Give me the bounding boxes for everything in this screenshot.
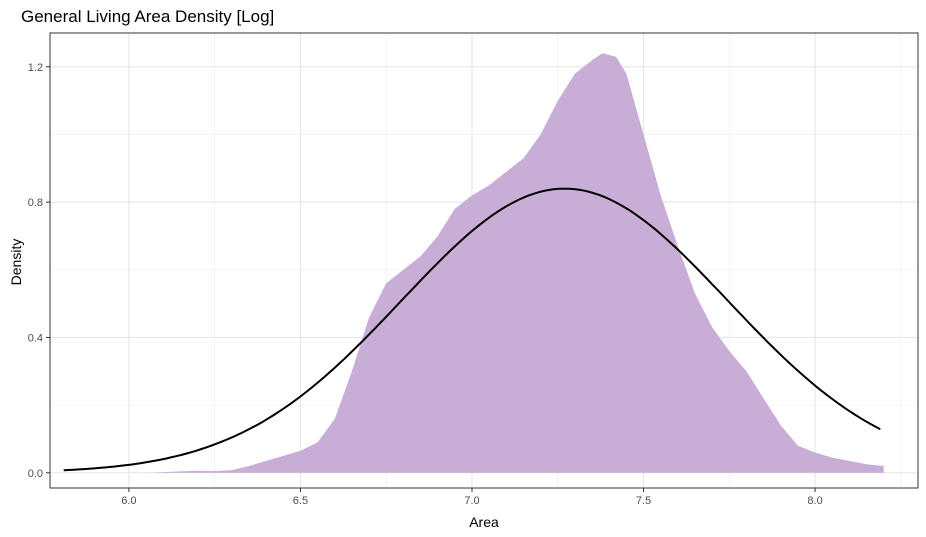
x-tick-label: 7.5 [636, 495, 651, 507]
x-tick-label: 7.0 [464, 495, 479, 507]
y-tick-label: 0.4 [28, 332, 43, 344]
y-tick-label: 1.2 [28, 62, 43, 74]
x-axis: 6.0 6.5 7.0 7.5 8.0 [121, 488, 823, 507]
x-axis-title: Area [469, 514, 499, 530]
chart-title: General Living Area Density [Log] [21, 7, 274, 26]
y-axis-title: Density [8, 239, 24, 286]
x-tick-label: 8.0 [807, 495, 822, 507]
y-axis: 0.0 0.4 0.8 1.2 [28, 62, 50, 480]
y-tick-label: 0.8 [28, 197, 43, 209]
density-area [149, 53, 884, 473]
x-tick-label: 6.0 [121, 495, 136, 507]
plot-panel-border [49, 32, 919, 489]
normal-curve-line [63, 187, 881, 472]
x-tick-label: 6.5 [293, 495, 308, 507]
y-tick-label: 0.0 [28, 468, 43, 480]
